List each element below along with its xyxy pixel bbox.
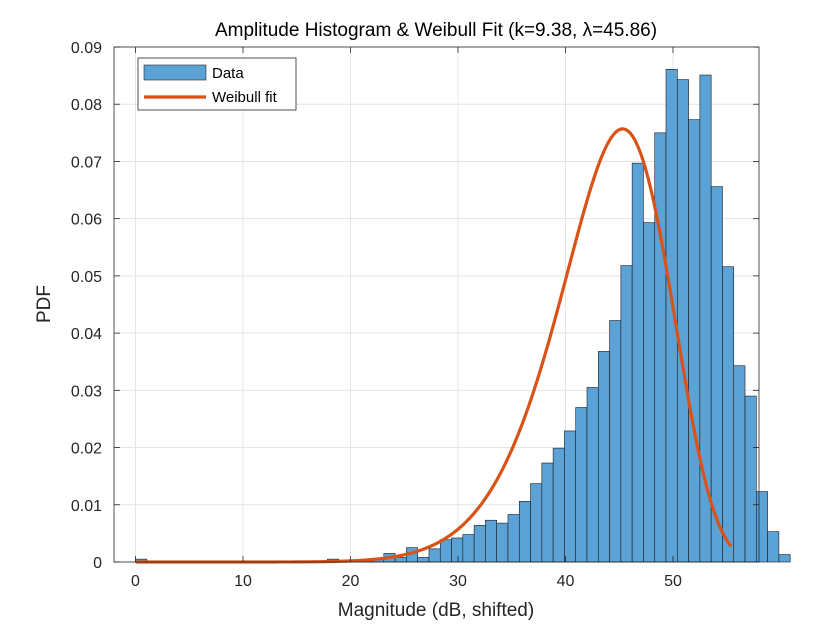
legend-swatch-data	[143, 64, 207, 81]
histogram-bar	[778, 554, 791, 563]
tick-labels: 0 10 20 30 40 50 0 0.01 0.02 0.03 0.04 0.05 0.06 0.07…	[71, 40, 682, 590]
histogram-bar	[733, 365, 746, 563]
histogram-bar	[756, 491, 768, 563]
x-tick-label: 50	[664, 573, 682, 590]
legend-label-data: Data	[212, 65, 244, 82]
histogram-bar	[518, 501, 531, 563]
x-tick-label: 20	[342, 573, 360, 590]
y-axis-label: PDF	[34, 285, 55, 323]
histogram-bar	[507, 514, 520, 563]
x-axis-label: Magnitude (dB, shifted)	[338, 600, 534, 621]
histogram-bar	[541, 462, 554, 563]
x-tick-label: 30	[449, 573, 467, 590]
histogram-bar	[654, 132, 667, 563]
y-tick-label: 0.04	[71, 326, 102, 343]
histogram-bar	[744, 395, 757, 563]
y-tick-label: 0.03	[71, 383, 102, 400]
histogram-bar	[428, 548, 441, 563]
histogram-bar	[699, 74, 712, 563]
legend-label-fit: Weibull fit	[212, 89, 278, 106]
histogram-bar	[473, 525, 486, 563]
histogram-bar	[722, 266, 735, 563]
axis-ticks	[114, 46, 759, 563]
y-tick-label: 0.07	[71, 154, 102, 171]
histogram-bar	[530, 483, 543, 563]
histogram-bar	[631, 162, 644, 563]
x-tick-label: 40	[557, 573, 575, 590]
histogram-bar	[394, 557, 407, 563]
y-tick-label: 0.05	[71, 269, 102, 286]
y-tick-label: 0.08	[71, 97, 102, 114]
histogram-bar	[462, 534, 475, 563]
y-tick-label: 0.06	[71, 212, 102, 229]
x-tick-label: 0	[131, 573, 140, 590]
histogram-bar	[620, 265, 633, 563]
histogram-bar	[609, 320, 622, 563]
legend: Data Weibull fit	[137, 57, 297, 111]
y-tick-label: 0.09	[71, 40, 102, 57]
histogram-bar	[485, 519, 498, 563]
histogram-bar	[643, 222, 656, 563]
histogram-bar	[586, 387, 599, 563]
histogram-bar	[597, 351, 610, 563]
histogram-bar	[451, 537, 464, 563]
histogram-bar	[767, 531, 780, 563]
y-tick-label: 0.02	[71, 441, 102, 458]
plot-box	[113, 46, 760, 563]
histogram-bar	[439, 539, 452, 563]
histogram-bar	[575, 407, 588, 563]
histogram-bar	[552, 447, 565, 563]
histogram-bar	[688, 119, 701, 563]
y-tick-label: 0	[93, 555, 102, 572]
x-tick-label: 10	[234, 573, 252, 590]
histogram-bars	[135, 69, 791, 563]
chart-title: Amplitude Histogram & Weibull Fit (k=9.3…	[215, 20, 657, 41]
histogram-bar	[417, 557, 430, 563]
y-tick-label: 0.01	[71, 498, 102, 515]
histogram-bar	[676, 79, 689, 563]
histogram-bar	[564, 430, 577, 563]
histogram-bar	[496, 522, 509, 563]
